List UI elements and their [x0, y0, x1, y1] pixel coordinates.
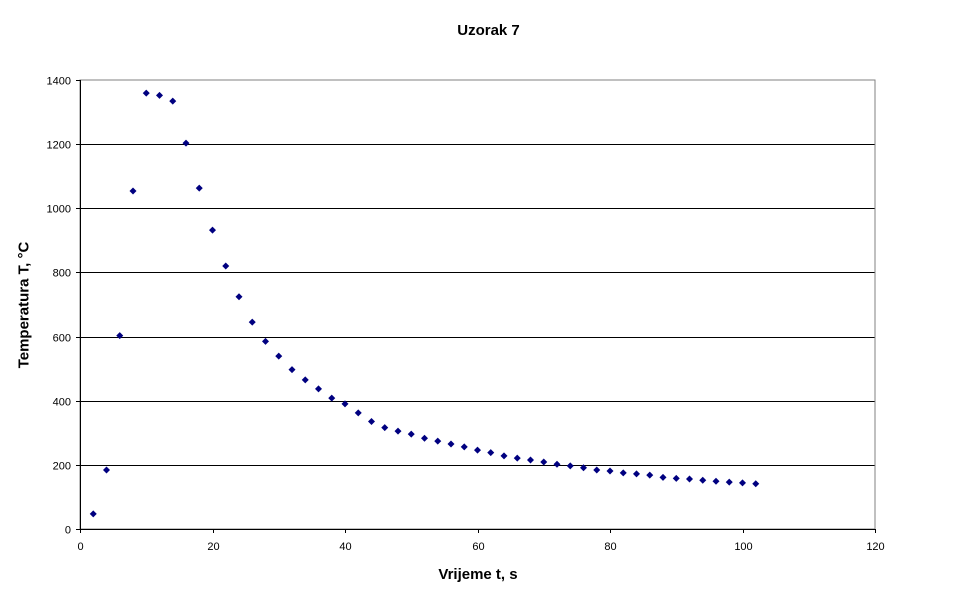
data-point-diamond-icon [235, 293, 243, 301]
data-series [89, 89, 760, 518]
x-tick-label: 40 [339, 541, 351, 553]
data-point-diamond-icon [646, 471, 654, 479]
data-point-diamond-icon [672, 474, 680, 482]
data-point-diamond-icon [129, 187, 137, 195]
y-tick-label: 200 [53, 461, 71, 473]
tick-labels: 0 200 400 600 800 1000 1200 1400 0 20 40 60 80 100 120 [47, 76, 885, 554]
data-point-diamond-icon [540, 458, 548, 466]
data-point-diamond-icon [103, 466, 110, 474]
data-point-diamond-icon [142, 89, 150, 97]
data-point-diamond-icon [89, 510, 97, 518]
data-point-diamond-icon [434, 437, 442, 445]
data-point-diamond-icon [421, 434, 428, 442]
data-point-diamond-icon [659, 473, 667, 481]
data-point-diamond-icon [341, 400, 349, 408]
data-point-diamond-icon [315, 385, 322, 393]
x-tick-label: 100 [734, 541, 752, 553]
y-tick-label: 800 [53, 268, 71, 280]
x-tick-label: 80 [604, 541, 616, 553]
data-point-diamond-icon [712, 477, 720, 485]
y-tick-label: 1400 [47, 76, 71, 88]
data-point-diamond-icon [606, 467, 614, 475]
data-point-diamond-icon [513, 454, 521, 462]
chart-title: Uzorak 7 [457, 22, 520, 39]
plot-area [79, 79, 876, 530]
data-point-diamond-icon [487, 449, 495, 457]
data-point-diamond-icon [381, 424, 389, 432]
data-point-diamond-icon [474, 446, 481, 454]
data-point-diamond-icon [288, 366, 296, 374]
y-tick-label: 400 [53, 397, 71, 409]
data-point-diamond-icon [169, 97, 177, 105]
data-point-diamond-icon [195, 184, 203, 192]
data-point-diamond-icon [566, 462, 574, 470]
data-point-diamond-icon [699, 476, 707, 484]
axes [76, 80, 876, 533]
data-point-diamond-icon [275, 352, 283, 360]
data-point-diamond-icon [460, 443, 468, 451]
data-point-diamond-icon [752, 480, 760, 488]
x-tick-label: 120 [866, 541, 884, 553]
data-point-diamond-icon [553, 460, 561, 468]
data-point-diamond-icon [156, 91, 163, 99]
data-point-diamond-icon [407, 430, 415, 438]
data-point-diamond-icon [248, 318, 256, 326]
data-point-diamond-icon [222, 262, 230, 270]
x-tick-label: 60 [472, 541, 484, 553]
data-point-diamond-icon [725, 478, 733, 486]
data-point-diamond-icon [527, 456, 534, 464]
data-point-diamond-icon [182, 139, 190, 147]
x-tick-label: 0 [77, 541, 83, 553]
data-point-diamond-icon [633, 470, 640, 478]
y-tick-label: 1200 [47, 140, 71, 152]
data-point-diamond-icon [354, 409, 362, 417]
data-point-diamond-icon [262, 337, 269, 345]
data-point-diamond-icon [116, 332, 124, 340]
data-point-diamond-icon [739, 479, 746, 487]
y-tick-label: 0 [65, 525, 71, 537]
data-point-diamond-icon [368, 418, 375, 426]
data-point-diamond-icon [580, 464, 587, 472]
data-point-diamond-icon [686, 475, 693, 483]
x-axis-label: Vrijeme t, s [438, 566, 518, 583]
gridlines [80, 144, 875, 466]
data-point-diamond-icon [209, 226, 216, 234]
y-tick-label: 1000 [47, 204, 71, 216]
x-tick-label: 20 [207, 541, 219, 553]
data-point-diamond-icon [328, 394, 336, 402]
data-point-diamond-icon [394, 427, 402, 435]
data-point-diamond-icon [619, 469, 627, 477]
y-tick-label: 600 [53, 333, 71, 345]
data-point-diamond-icon [593, 466, 601, 474]
data-point-diamond-icon [500, 452, 508, 460]
data-point-diamond-icon [447, 440, 455, 448]
data-point-diamond-icon [301, 376, 309, 384]
